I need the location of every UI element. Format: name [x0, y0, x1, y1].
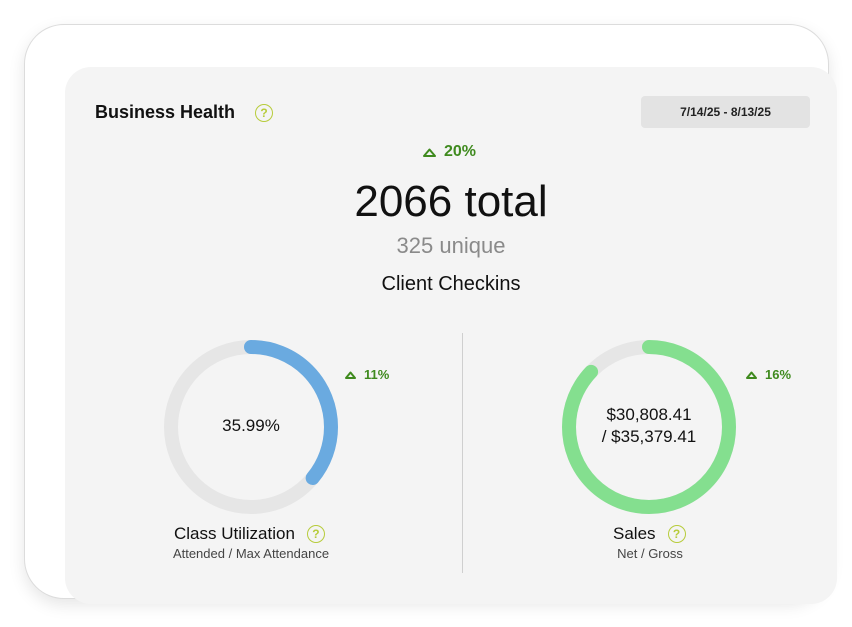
class-utilization-label-row: Class Utilization ? — [174, 524, 325, 544]
checkins-unique: 325 unique — [396, 233, 506, 258]
section-divider — [462, 333, 463, 573]
checkins-change-indicator: 20% — [423, 143, 476, 161]
card-title: Business Health — [95, 102, 236, 122]
checkins-change-value: 20% — [444, 143, 477, 160]
trend-up-icon — [746, 371, 757, 379]
class-utilization-value: 35.99% — [222, 416, 280, 435]
sales-ring — [562, 340, 736, 514]
help-circle-icon[interactable]: ? — [667, 525, 686, 543]
help-circle-icon[interactable]: ? — [255, 104, 273, 122]
class-utilization-ring — [164, 340, 338, 514]
sales-sublabel: Net / Gross — [617, 546, 683, 561]
help-circle-icon[interactable]: ? — [306, 525, 325, 543]
class-utilization-label: Class Utilization — [174, 524, 295, 543]
sales-label: Sales — [613, 524, 656, 543]
sales-change-indicator: 16% — [746, 367, 791, 382]
date-range-selector[interactable]: 7/14/25 - 8/13/25 — [641, 96, 810, 128]
sales-gross: / $35,379.41 — [601, 427, 697, 446]
checkins-total: 2066 total — [354, 177, 548, 226]
sales-net: $30,808.41 — [606, 405, 692, 424]
class-utilization-sublabel: Attended / Max Attendance — [172, 546, 330, 561]
device-frame: Business Health ? 7/14/25 - 8/13/25 20% … — [24, 24, 837, 604]
checkins-label: Client Checkins — [381, 273, 521, 295]
utilization-change-indicator: 11% — [345, 367, 389, 382]
ring-progress-arc — [164, 340, 338, 514]
trend-up-icon — [345, 371, 356, 379]
trend-up-icon — [423, 148, 436, 157]
sales-label-row: Sales ? — [613, 524, 686, 544]
business-health-card: Business Health ? 7/14/25 - 8/13/25 20% … — [65, 67, 837, 604]
sales-change-value: 16% — [765, 367, 792, 382]
sales-value: $30,808.41 / $35,379.41 — [560, 404, 738, 448]
utilization-change-value: 11% — [364, 367, 390, 382]
ring-progress-arc — [562, 340, 736, 514]
